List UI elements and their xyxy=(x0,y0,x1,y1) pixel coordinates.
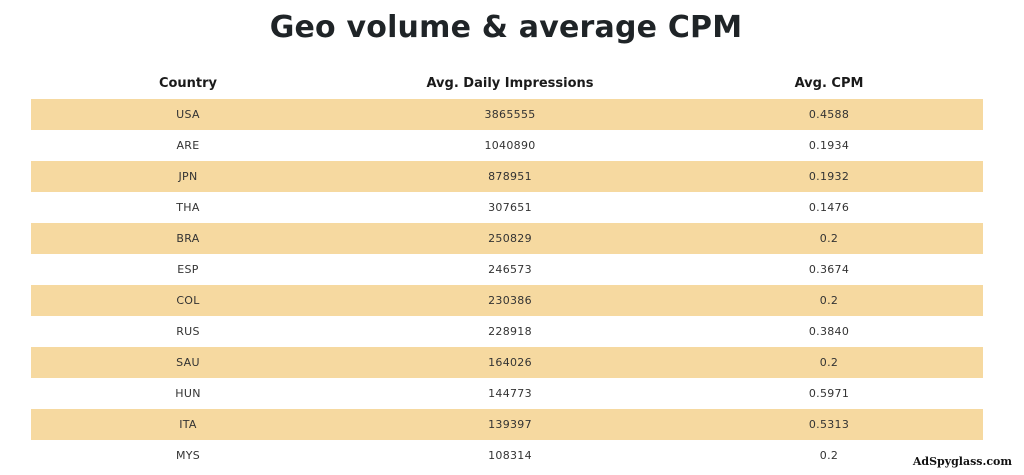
table-row: ESP 246573 0.3674 xyxy=(31,254,983,285)
cell-cpm: 0.2 xyxy=(675,223,983,254)
cell-country: THA xyxy=(31,192,345,223)
cell-impressions: 108314 xyxy=(345,440,675,471)
cell-impressions: 3865555 xyxy=(345,99,675,130)
cell-cpm: 0.3840 xyxy=(675,316,983,347)
table-row: ARE 1040890 0.1934 xyxy=(31,130,983,161)
cell-country: HUN xyxy=(31,378,345,409)
geo-table: Country Avg. Daily Impressions Avg. CPM … xyxy=(31,68,983,471)
page-title: Geo volume & average CPM xyxy=(269,10,743,45)
cell-country: MYS xyxy=(31,440,345,471)
table-row: SAU 164026 0.2 xyxy=(31,347,983,378)
cell-impressions: 307651 xyxy=(345,192,675,223)
cell-impressions: 230386 xyxy=(345,285,675,316)
cell-cpm: 0.1932 xyxy=(675,161,983,192)
watermark: AdSpyglass.com xyxy=(912,455,1012,468)
cell-country: SAU xyxy=(31,347,345,378)
cell-impressions: 246573 xyxy=(345,254,675,285)
cell-impressions: 164026 xyxy=(345,347,675,378)
column-header-cpm: Avg. CPM xyxy=(794,76,864,91)
cell-cpm: 0.2 xyxy=(675,440,983,471)
cell-cpm: 0.1934 xyxy=(675,130,983,161)
cell-cpm: 0.5971 xyxy=(675,378,983,409)
cell-impressions: 250829 xyxy=(345,223,675,254)
table-row: HUN 144773 0.5971 xyxy=(31,378,983,409)
table-row: USA 3865555 0.4588 xyxy=(31,99,983,130)
cell-impressions: 228918 xyxy=(345,316,675,347)
cell-impressions: 139397 xyxy=(345,409,675,440)
cell-country: USA xyxy=(31,99,345,130)
table-row: JPN 878951 0.1932 xyxy=(31,161,983,192)
cell-country: COL xyxy=(31,285,345,316)
column-header-country: Country xyxy=(158,76,218,91)
cell-cpm: 0.2 xyxy=(675,285,983,316)
cell-country: JPN xyxy=(31,161,345,192)
cell-impressions: 878951 xyxy=(345,161,675,192)
table-row: ITA 139397 0.5313 xyxy=(31,409,983,440)
table-row: BRA 250829 0.2 xyxy=(31,223,983,254)
table-row: RUS 228918 0.3840 xyxy=(31,316,983,347)
cell-cpm: 0.2 xyxy=(675,347,983,378)
cell-cpm: 0.5313 xyxy=(675,409,983,440)
cell-cpm: 0.1476 xyxy=(675,192,983,223)
cell-country: ESP xyxy=(31,254,345,285)
table-body: USA 3865555 0.4588 ARE 1040890 0.1934 JPN 87895… xyxy=(31,99,983,471)
column-header-impressions: Avg. Daily Impressions xyxy=(426,76,594,91)
cell-impressions: 1040890 xyxy=(345,130,675,161)
cell-country: BRA xyxy=(31,223,345,254)
table-row: COL 230386 0.2 xyxy=(31,285,983,316)
table-row: THA 307651 0.1476 xyxy=(31,192,983,223)
table-row: MYS 108314 0.2 xyxy=(31,440,983,471)
cell-impressions: 144773 xyxy=(345,378,675,409)
cell-country: ARE xyxy=(31,130,345,161)
table-header-row: Country Avg. Daily Impressions Avg. CPM xyxy=(31,68,983,99)
cell-country: ITA xyxy=(31,409,345,440)
cell-cpm: 0.3674 xyxy=(675,254,983,285)
cell-country: RUS xyxy=(31,316,345,347)
cell-cpm: 0.4588 xyxy=(675,99,983,130)
